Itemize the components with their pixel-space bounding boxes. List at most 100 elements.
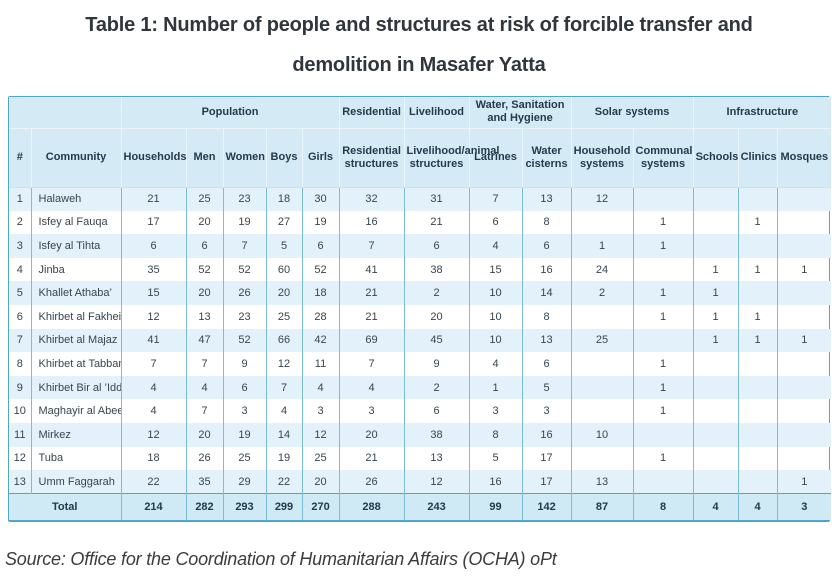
value-cell: 31 [403, 187, 470, 211]
table-frame: Population Residential Livelihood Water, Sa… [8, 96, 832, 522]
table-footer: Total 214 282 293 299 270 288 243 99 142 87 8 4 4 3 [9, 493, 832, 520]
total-row: Total 214 282 293 299 270 288 243 99 142 87 8 4 4 3 [9, 493, 832, 520]
row-number: 1 [16, 193, 23, 206]
value-cell: 24 [570, 257, 634, 282]
column-header-household-systems: Household systems [570, 128, 634, 188]
value-cell [737, 422, 778, 447]
value-cell [570, 375, 634, 400]
value-cell: 19 [265, 446, 302, 471]
value-cell: 26 [222, 281, 266, 305]
value-cell: 18 [265, 187, 302, 211]
total-value: 8 [632, 493, 694, 520]
value-cell: 42 [301, 328, 340, 353]
value-cell: 11 [301, 352, 340, 376]
value-cell [632, 422, 694, 447]
group-header-population: Population [120, 97, 340, 129]
value-cell: 23 [222, 304, 266, 329]
community-name: Khirbet al Fakheit [30, 304, 121, 329]
value-cell: 14 [521, 281, 572, 305]
value-cell: 19 [222, 210, 266, 235]
value-cell: 7 [185, 352, 223, 376]
group-header-infrastructure: Infrastructure [692, 97, 832, 129]
value-cell: 6 [120, 234, 186, 258]
value-cell [737, 399, 778, 423]
value-cell: 21 [338, 281, 405, 305]
value-cell: 41 [120, 328, 186, 353]
total-value: 3 [776, 493, 832, 520]
column-header-clinics: Clinics [737, 128, 778, 188]
value-cell: 13 [403, 446, 470, 471]
value-cell: 21 [338, 304, 405, 329]
value-cell: 52 [301, 257, 340, 282]
community-name: Tuba [30, 446, 121, 471]
total-value: 299 [265, 493, 302, 520]
value-cell: 66 [265, 328, 302, 353]
source-caption: Source: Office for the Coordination of H… [5, 548, 557, 569]
value-cell: 13 [521, 328, 572, 353]
total-value: 142 [521, 493, 572, 520]
value-cell: 5 [265, 234, 302, 258]
value-cell [632, 187, 694, 211]
value-cell: 3 [222, 399, 266, 423]
value-cell: 25 [222, 446, 266, 471]
value-cell [776, 399, 832, 423]
value-cell: 4 [120, 399, 186, 423]
value-cell [737, 234, 778, 258]
value-cell: 25 [265, 304, 302, 329]
table-row-11: 11 Mirkez 12 20 19 14 12 20 38 8 16 10 [9, 422, 832, 447]
group-header-water-sanitation-and-hygiene: Water, Sanitation and Hygiene [468, 97, 572, 129]
total-value: 4 [737, 493, 778, 520]
value-cell: 2 [403, 375, 470, 400]
table-header: Population Residential Livelihood Water, Sa… [9, 97, 832, 188]
group-header-solar-systems: Solar systems [570, 97, 694, 129]
value-cell: 7 [120, 352, 186, 376]
value-cell: 1 [776, 257, 832, 282]
value-cell: 16 [521, 422, 572, 447]
value-cell: 1 [632, 281, 694, 305]
value-cell: 1 [632, 446, 694, 471]
value-cell [570, 399, 634, 423]
value-cell: 1 [632, 352, 694, 376]
value-cell: 1 [737, 304, 778, 329]
value-cell [776, 281, 832, 305]
row-number: 8 [16, 357, 23, 370]
value-cell: 21 [338, 446, 405, 471]
title-line-2: demolition in Masafer Yatta [292, 54, 546, 76]
value-cell [776, 352, 832, 376]
value-cell: 69 [338, 328, 405, 353]
value-cell: 12 [265, 352, 302, 376]
value-cell: 25 [185, 187, 223, 211]
value-cell: 22 [265, 470, 302, 494]
column-header-women: Women [222, 128, 266, 188]
value-cell: 8 [521, 304, 572, 329]
value-cell: 1 [737, 257, 778, 282]
value-cell: 4 [468, 234, 523, 258]
value-cell: 1 [692, 257, 739, 282]
value-cell: 1 [632, 375, 694, 400]
value-cell: 38 [403, 422, 470, 447]
value-cell: 7 [222, 234, 266, 258]
column-header-mosques: Mosques [776, 128, 832, 188]
value-cell: 4 [338, 375, 405, 400]
total-value: 288 [338, 493, 405, 520]
value-cell [570, 446, 634, 471]
row-number: 7 [16, 334, 23, 347]
value-cell [692, 187, 739, 211]
column-header-households: Households [120, 128, 186, 188]
table-row-1: 1 Halaweh 21 25 23 18 30 32 31 7 13 12 [9, 187, 832, 211]
total-value: 99 [468, 493, 523, 520]
community-name: Jinba [30, 257, 121, 282]
value-cell [776, 304, 832, 329]
value-cell: 1 [632, 399, 694, 423]
value-cell: 45 [403, 328, 470, 353]
value-cell: 15 [120, 281, 186, 305]
value-cell: 3 [521, 399, 572, 423]
value-cell: 4 [265, 399, 302, 423]
value-cell [737, 446, 778, 471]
value-cell: 6 [301, 234, 340, 258]
value-cell: 15 [468, 257, 523, 282]
value-cell [570, 210, 634, 235]
community-name: Khirbet at Tabban [30, 352, 121, 376]
value-cell: 52 [222, 257, 266, 282]
row-number: 5 [16, 287, 23, 300]
